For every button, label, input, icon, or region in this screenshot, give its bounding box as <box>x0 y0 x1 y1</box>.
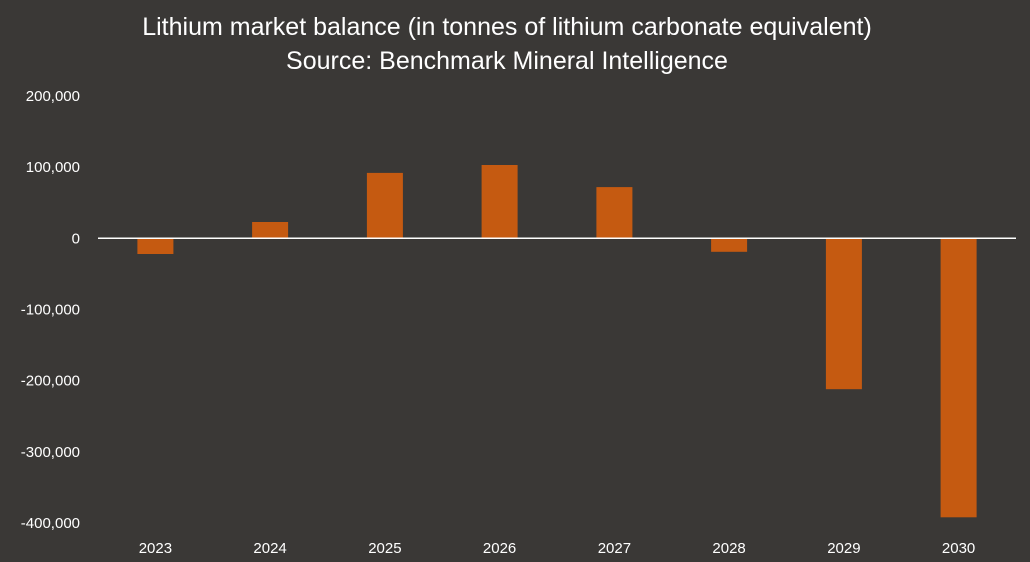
x-tick-label: 2028 <box>712 540 745 557</box>
bar-2025 <box>366 172 403 239</box>
y-tick-label: -200,000 <box>21 373 80 390</box>
y-axis-ticks: 200,000 100,000 0 -100,000 -200,000 -300,000 -… <box>21 88 80 532</box>
y-tick-label: -100,000 <box>21 302 80 319</box>
x-tick-label: 2023 <box>139 540 172 557</box>
x-tick-label: 2024 <box>253 540 286 557</box>
chart-title-block: Lithium market balance (in tonnes of lit… <box>0 10 1014 78</box>
x-axis-ticks: 2023 2024 2025 2026 2027 2028 2029 2030 <box>139 540 976 557</box>
y-tick-label: -400,000 <box>21 515 80 532</box>
y-tick-label: 200,000 <box>26 88 80 105</box>
bar-2026 <box>481 165 518 239</box>
y-tick-label: 100,000 <box>26 159 80 176</box>
bars-group <box>137 165 977 518</box>
bar-2029 <box>825 238 862 390</box>
bar-2024 <box>252 222 289 239</box>
x-tick-label: 2025 <box>368 540 401 557</box>
x-tick-label: 2027 <box>598 540 631 557</box>
bar-2028 <box>711 238 748 252</box>
chart-subtitle: Source: Benchmark Mineral Intelligence <box>286 47 728 75</box>
x-tick-label: 2030 <box>942 540 975 557</box>
chart-title: Lithium market balance (in tonnes of lit… <box>142 13 872 41</box>
bar-2030 <box>940 238 977 518</box>
bar-2023 <box>137 238 174 254</box>
y-tick-label: 0 <box>72 230 80 247</box>
y-tick-label: -300,000 <box>21 444 80 461</box>
bar-2027 <box>596 187 633 239</box>
x-tick-label: 2029 <box>827 540 860 557</box>
x-tick-label: 2026 <box>483 540 516 557</box>
